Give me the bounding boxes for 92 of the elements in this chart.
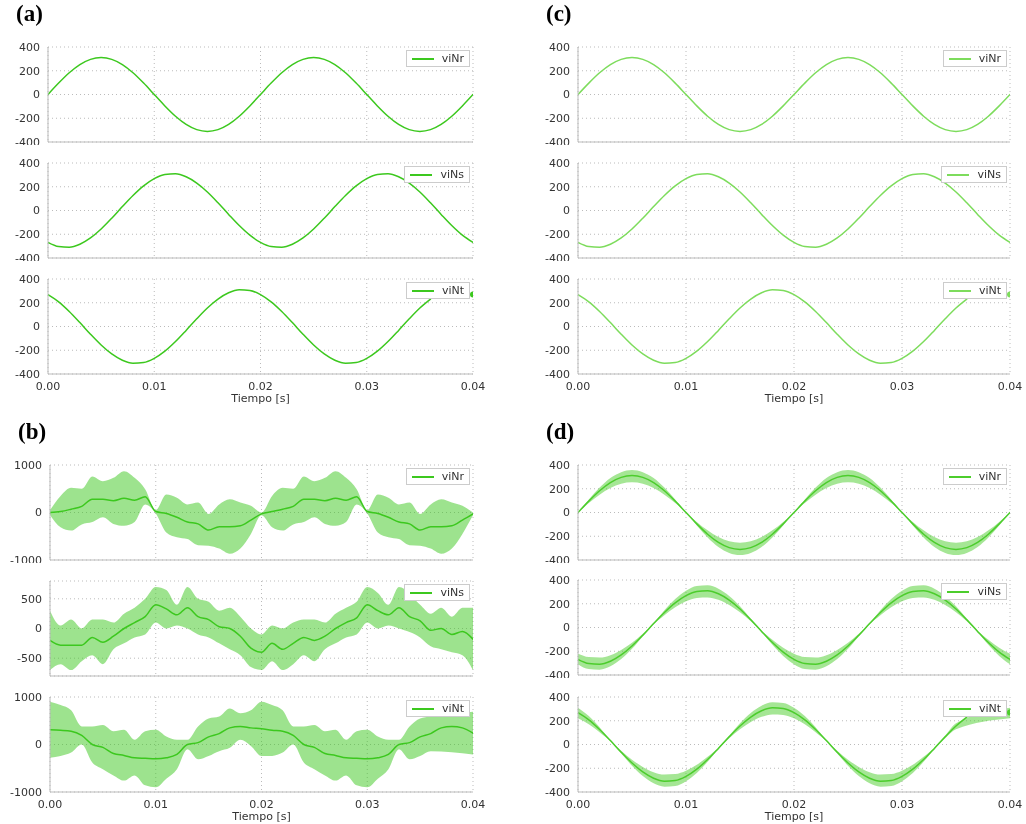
y-tick-label: 200 [549, 180, 570, 194]
y-tick-label: 0 [35, 506, 42, 520]
legend-label: viNs [977, 585, 1001, 598]
legend-label: viNt [978, 284, 1001, 297]
y-tick-label: 400 [549, 573, 570, 587]
y-tick-label: 0 [35, 622, 42, 636]
x-tick-label: 0.01 [142, 379, 167, 393]
legend-label: viNr [978, 52, 1001, 65]
y-tick-label: -200 [545, 112, 570, 126]
y-tick-label: 0 [563, 204, 570, 218]
legend-label: viNs [440, 586, 464, 599]
x-tick-label: 0.03 [889, 797, 915, 811]
x-tick-label: 0.02 [248, 379, 273, 393]
y-tick-label: 0 [33, 320, 40, 334]
legend-label: viNt [441, 702, 464, 715]
legend-label: viNr [441, 470, 464, 483]
y-tick-label: 400 [549, 272, 570, 286]
y-tick-label: 200 [549, 296, 570, 310]
y-tick-label: -1000 [10, 785, 42, 799]
x-tick-label: 0.00 [565, 379, 591, 393]
y-tick-label: 200 [19, 64, 40, 78]
x-axis-title: Tiempo [s] [231, 810, 292, 823]
legend-label: viNs [977, 168, 1001, 181]
y-tick-label: -200 [15, 112, 40, 126]
x-tick-label: 0.01 [673, 797, 699, 811]
x-axis-title: Tiempo [s] [230, 392, 291, 405]
y-tick-label: 0 [563, 88, 570, 102]
y-tick-label: -400 [15, 367, 40, 381]
line-series [50, 496, 473, 531]
x-tick-label: 0.03 [889, 379, 915, 393]
y-tick-label: -400 [545, 367, 570, 381]
x-tick-label: 0.04 [460, 379, 486, 393]
line-series [48, 56, 473, 133]
y-tick-label: -200 [545, 344, 570, 358]
chart-title: (d) [546, 419, 575, 445]
y-tick-label: 200 [549, 714, 570, 728]
y-tick-label: 200 [549, 482, 570, 496]
y-tick-label: -500 [17, 652, 42, 666]
y-tick-label: 1000 [14, 458, 42, 472]
y-tick-label: 400 [549, 458, 570, 472]
legend-label: viNr [441, 52, 464, 65]
x-tick-label: 0.03 [354, 379, 379, 393]
chart-title: (b) [18, 419, 47, 445]
y-tick-label: 0 [33, 204, 40, 218]
x-tick-label: 0.04 [997, 379, 1023, 393]
y-tick-label: 200 [549, 597, 570, 611]
line-series [50, 725, 473, 760]
y-tick-label: 0 [563, 621, 570, 635]
x-tick-label: 0.00 [37, 797, 63, 811]
y-tick-label: 400 [19, 40, 40, 54]
y-tick-label: -200 [15, 344, 40, 358]
y-tick-label: 400 [549, 156, 570, 170]
y-tick-label: 400 [549, 40, 570, 54]
x-tick-label: 0.02 [781, 379, 807, 393]
y-tick-label: 0 [563, 320, 570, 334]
y-tick-label: 0 [563, 738, 570, 752]
legend-label: viNt [441, 284, 464, 297]
y-tick-label: 0 [563, 506, 570, 520]
y-tick-label: 1000 [14, 690, 42, 704]
legend-label: viNt [978, 702, 1001, 715]
chart-title: (c) [546, 1, 572, 27]
y-tick-label: 400 [19, 156, 40, 170]
x-tick-label: 0.04 [997, 797, 1023, 811]
y-tick-label: 400 [549, 690, 570, 704]
legend-label: viNs [440, 168, 464, 181]
y-tick-label: -200 [15, 228, 40, 242]
y-tick-label: 400 [19, 272, 40, 286]
x-tick-label: 0.00 [35, 379, 61, 393]
x-tick-label: 0.03 [355, 797, 380, 811]
y-tick-label: 200 [19, 296, 40, 310]
line-series [50, 604, 473, 653]
x-tick-label: 0.02 [781, 797, 807, 811]
y-tick-label: 500 [21, 592, 42, 606]
y-tick-label: 200 [19, 180, 40, 194]
x-tick-label: 0.01 [673, 379, 699, 393]
x-tick-label: 0.00 [565, 797, 591, 811]
y-tick-label: 0 [35, 738, 42, 752]
y-tick-label: 0 [33, 88, 40, 102]
x-tick-label: 0.04 [460, 797, 486, 811]
line-series [578, 56, 1010, 133]
y-tick-label: -200 [545, 530, 570, 544]
y-tick-label: -400 [545, 785, 570, 799]
y-tick-label: -200 [545, 645, 570, 659]
x-axis-title: Tiempo [s] [763, 392, 825, 405]
y-tick-label: -200 [545, 228, 570, 242]
chart-title: (a) [16, 1, 43, 27]
x-axis-title: Tiempo [s] [763, 810, 825, 823]
legend-label: viNr [978, 470, 1001, 483]
y-tick-label: -200 [545, 762, 570, 776]
y-tick-label: 200 [549, 64, 570, 78]
x-tick-label: 0.02 [249, 797, 274, 811]
x-tick-label: 0.01 [143, 797, 168, 811]
